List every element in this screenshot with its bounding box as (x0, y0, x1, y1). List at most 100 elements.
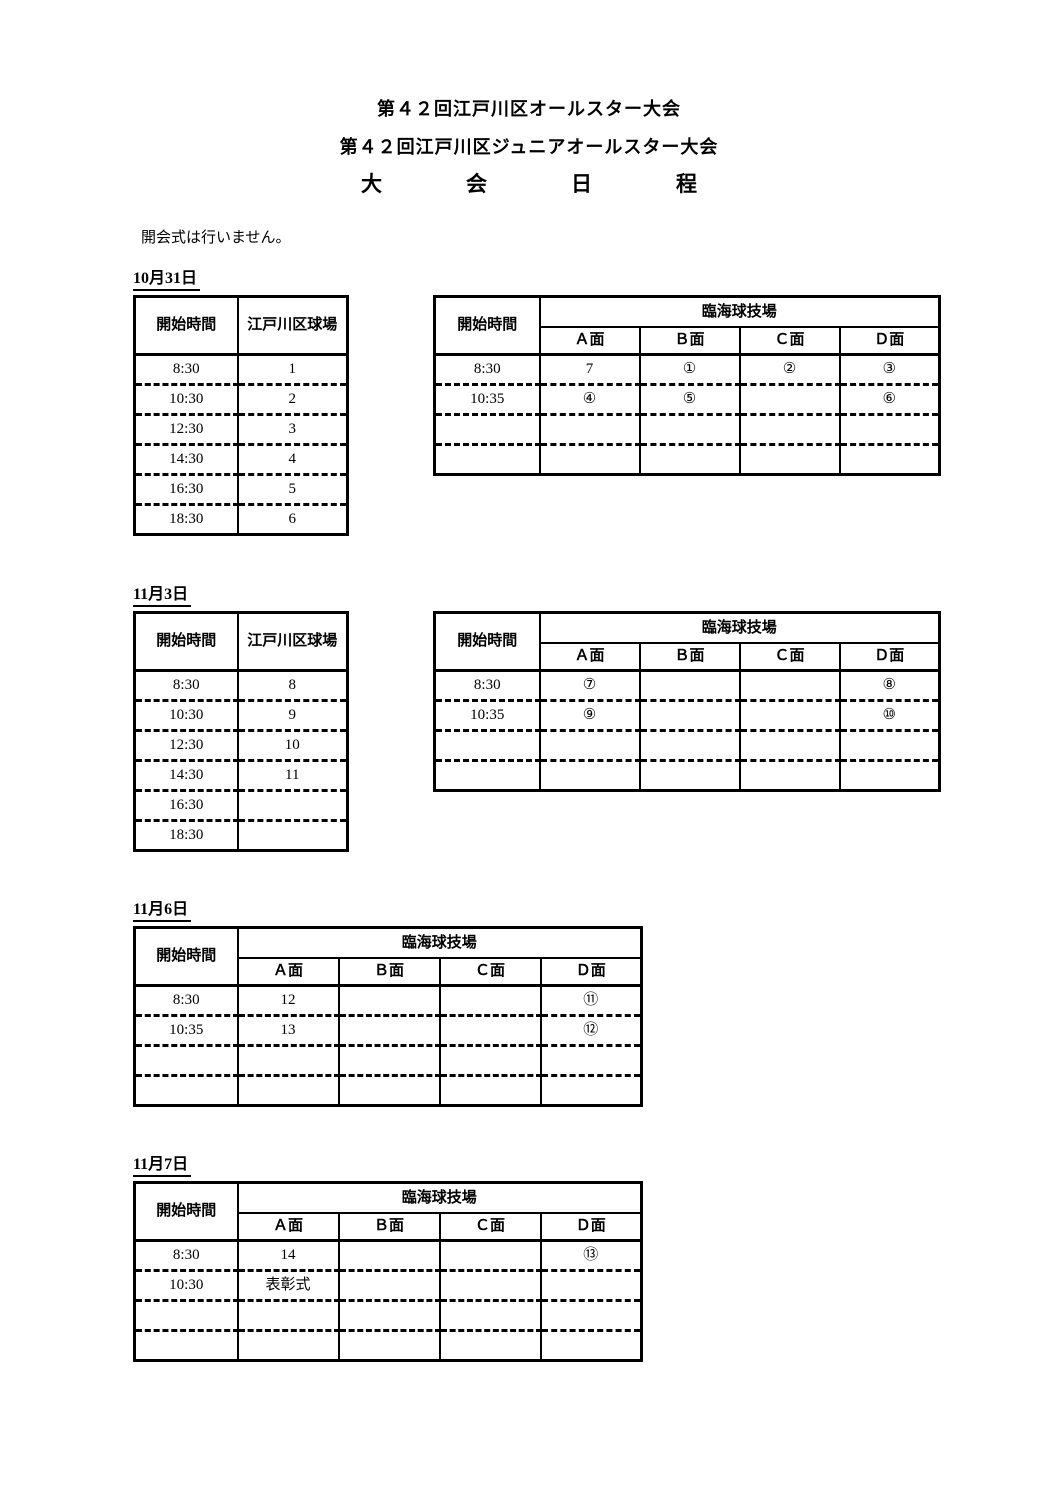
header-row: 開始時間 江戸川区球場 (133, 611, 349, 672)
cell-court-c (438, 1014, 542, 1047)
cell-court-d (838, 759, 941, 792)
cell-time (433, 729, 541, 762)
cell-court-d (838, 729, 941, 762)
cell-court-b (638, 443, 741, 476)
header-row: 開始時間 臨海球技場 (133, 1181, 643, 1242)
cell-game: 10 (236, 729, 349, 762)
table-row: 14:30 11 (133, 759, 349, 792)
date-label-oct31: 10月31日 (133, 269, 201, 291)
cell-time: 10:35 (433, 383, 541, 416)
cell-time (433, 413, 541, 446)
cell-game: 8 (236, 669, 349, 702)
cell-court-b (337, 1299, 441, 1332)
table-row (133, 1044, 643, 1077)
cell-court-b (337, 1014, 441, 1047)
table-row: 16:30 (133, 789, 349, 822)
cell-game: 11 (236, 759, 349, 792)
cell-court-d (838, 413, 941, 446)
header-row: Ａ面 Ｂ面 Ｃ面 Ｄ面 (435, 641, 941, 672)
schedule-heading: 大 会 日 程 (361, 172, 697, 196)
header-row: Ａ面 Ｂ面 Ｃ面 Ｄ面 (435, 325, 941, 356)
cell-court-d: ⑧ (838, 669, 941, 702)
table-row (133, 1329, 643, 1362)
date-label-nov7: 11月7日 (133, 1155, 192, 1177)
table-row: 8:30 ⑦ ⑧ (433, 669, 941, 702)
cell-court-a: 表彰式 (236, 1269, 340, 1302)
table-nov6-rinkai: 開始時間 臨海球技場 Ａ面 Ｂ面 Ｃ面 Ｄ面 8:30 12 ⑪ 10:35 13 ⑫ (133, 926, 643, 1107)
cell-game: 4 (236, 443, 349, 476)
cell-court-d: ⑪ (539, 984, 643, 1017)
cell-game: 5 (236, 473, 349, 506)
cell-game (236, 819, 349, 852)
table-row: 10:35 ⑨ ⑩ (433, 699, 941, 732)
column-header-rinkai-stadium: 臨海球技場 (538, 295, 941, 328)
cell-court-d: ⑫ (539, 1014, 643, 1047)
column-header-rinkai-stadium: 臨海球技場 (236, 926, 643, 959)
cell-court-a: ⑨ (538, 699, 641, 732)
cell-game: 1 (236, 353, 349, 386)
note-no-opening-ceremony: 開会式は行いません。 (141, 230, 291, 246)
table-row: 10:35 13 ⑫ (133, 1014, 643, 1047)
column-header-court-a: Ａ面 (538, 325, 641, 356)
table-row: 8:30 12 ⑪ (133, 984, 643, 1017)
cell-court-b (337, 1044, 441, 1077)
cell-court-b: ① (638, 353, 741, 386)
cell-court-d (539, 1044, 643, 1077)
cell-time: 8:30 (133, 669, 239, 702)
header-row: 開始時間 臨海球技場 (433, 295, 941, 356)
table-row: 10:30 表彰式 (133, 1269, 643, 1302)
cell-court-a: 12 (236, 984, 340, 1017)
cell-time (433, 759, 541, 792)
cell-court-b: ⑤ (638, 383, 741, 416)
cell-court-b (638, 729, 741, 762)
column-header-court-b: Ｂ面 (638, 325, 741, 356)
table-row: 18:30 (133, 819, 349, 852)
cell-time: 14:30 (133, 443, 239, 476)
cell-court-d (838, 443, 941, 476)
cell-time: 12:30 (133, 413, 239, 446)
date-label-nov3: 11月3日 (133, 585, 192, 607)
cell-court-c (438, 1044, 542, 1077)
cell-court-b (337, 984, 441, 1017)
header-row: Ａ面 Ｂ面 Ｃ面 Ｄ面 (135, 1211, 643, 1242)
cell-court-a: ④ (538, 383, 641, 416)
column-header-start-time: 開始時間 (133, 1181, 239, 1242)
table-row (433, 413, 941, 446)
column-header-rinkai-stadium: 臨海球技場 (538, 611, 941, 644)
cell-court-c (738, 443, 841, 476)
cell-court-a: 7 (538, 353, 641, 386)
cell-court-c (438, 1299, 542, 1332)
column-header-rinkai-stadium: 臨海球技場 (236, 1181, 643, 1214)
date-label-nov6: 11月6日 (133, 900, 192, 922)
table-nov7-rinkai: 開始時間 臨海球技場 Ａ面 Ｂ面 Ｃ面 Ｄ面 8:30 14 ⑬ 10:30 表彰式 (133, 1181, 643, 1362)
column-header-court-c: Ｃ面 (438, 1211, 542, 1242)
cell-court-d: ③ (838, 353, 941, 386)
cell-court-b (337, 1239, 441, 1272)
column-header-start-time: 開始時間 (133, 295, 239, 356)
table-row: 10:30 2 (133, 383, 349, 416)
cell-time (433, 443, 541, 476)
cell-game: 9 (236, 699, 349, 732)
table-row (433, 443, 941, 476)
cell-time: 16:30 (133, 473, 239, 506)
table-row: 10:35 ④ ⑤ ⑥ (433, 383, 941, 416)
table-row (433, 759, 941, 792)
cell-court-a (538, 729, 641, 762)
cell-game: 2 (236, 383, 349, 416)
cell-court-d: ⑩ (838, 699, 941, 732)
table-oct31-rinkai: 開始時間 臨海球技場 Ａ面 Ｂ面 Ｃ面 Ｄ面 8:30 7 ① ② ③ 10:35 ④ ⑤ ⑥ (433, 295, 941, 476)
header-row: 開始時間 江戸川区球場 (133, 295, 349, 356)
cell-court-a (236, 1329, 340, 1362)
cell-court-d (539, 1329, 643, 1362)
cell-court-a (236, 1299, 340, 1332)
table-row (133, 1074, 643, 1107)
cell-game: 3 (236, 413, 349, 446)
column-header-start-time: 開始時間 (433, 611, 541, 672)
cell-time (133, 1299, 239, 1332)
column-header-edogawa-stadium: 江戸川区球場 (236, 295, 349, 356)
column-header-court-c: Ｃ面 (738, 325, 841, 356)
cell-court-c (738, 729, 841, 762)
table-row: 12:30 10 (133, 729, 349, 762)
cell-time: 10:30 (133, 383, 239, 416)
header-row: 開始時間 臨海球技場 (133, 926, 643, 987)
